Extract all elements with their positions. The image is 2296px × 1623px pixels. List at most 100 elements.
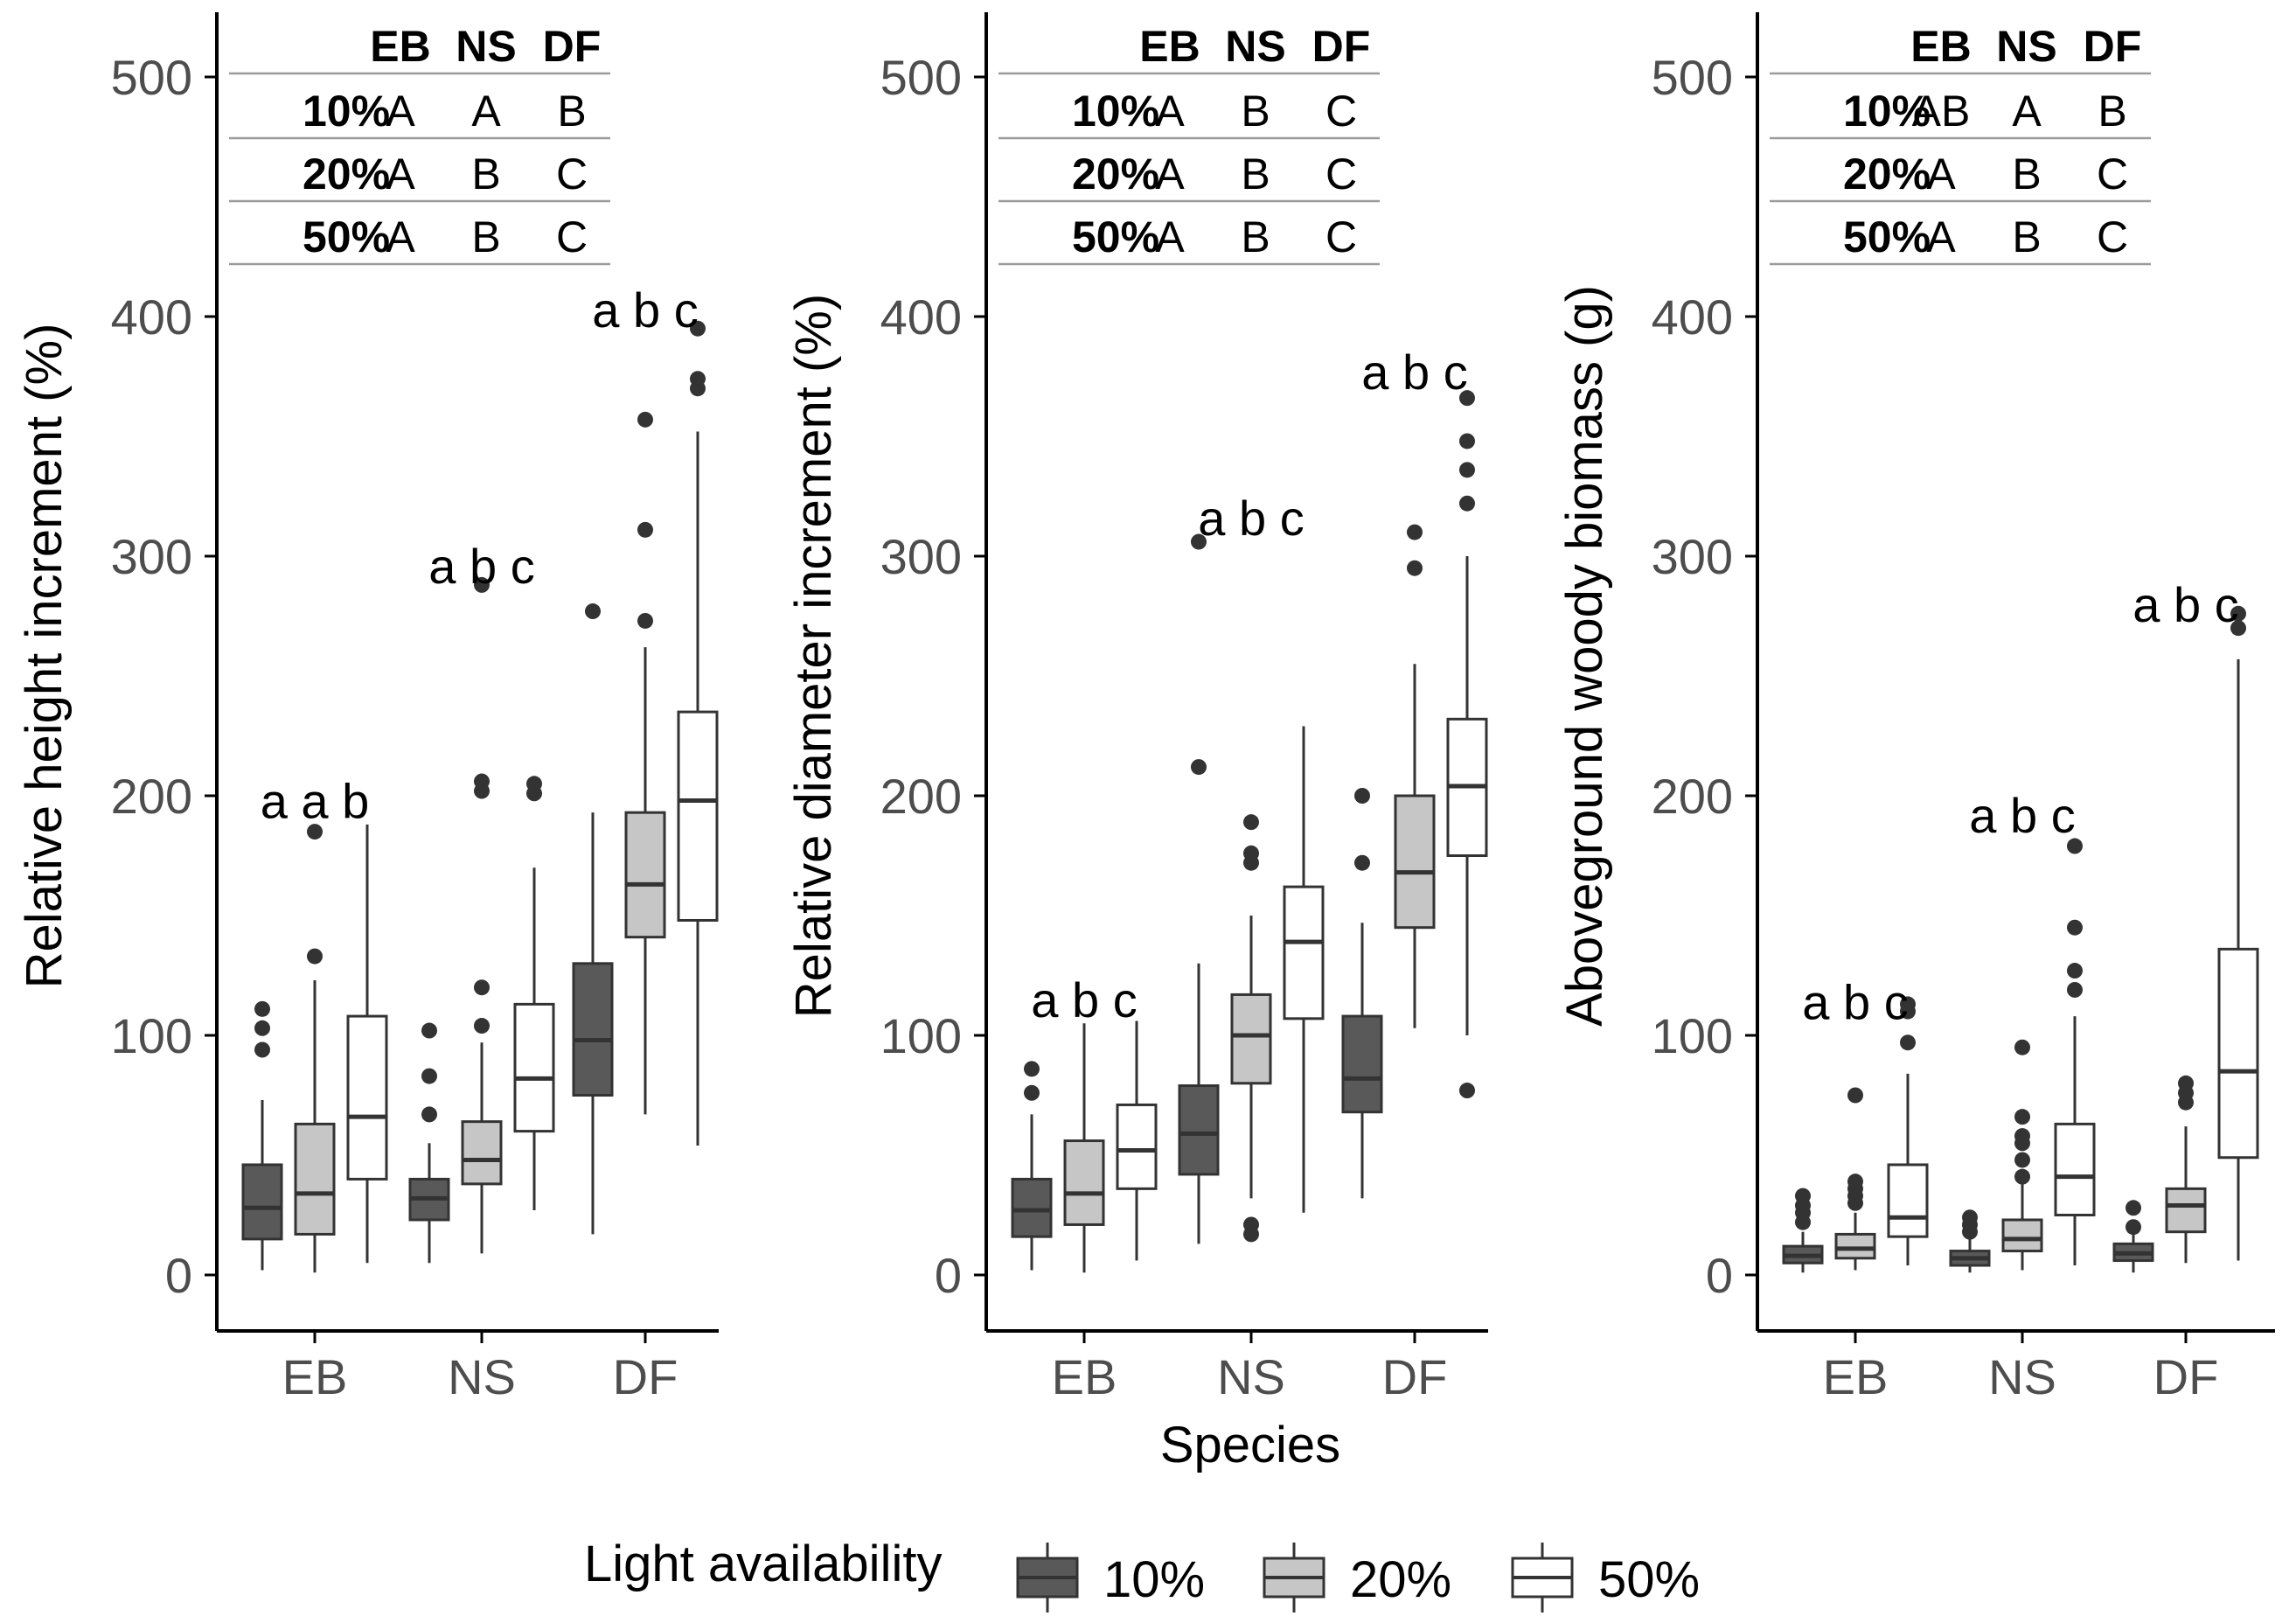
table-row-label: 50% [1072, 212, 1159, 261]
table-cell: B [1241, 87, 1270, 136]
outlier-point [526, 776, 542, 792]
table-row-label: 10% [1843, 87, 1931, 136]
outlier-point [474, 1018, 490, 1034]
box-50% [1887, 996, 1929, 1266]
table-cell: C [556, 150, 588, 199]
table-cell: C [1325, 87, 1357, 136]
box-group-NS: a b c [1178, 491, 1325, 1244]
outlier-point [254, 1020, 270, 1036]
y-tick-label: 400 [880, 289, 962, 345]
outlier-point [1191, 533, 1207, 550]
table-cell: A [471, 87, 501, 136]
outlier-point [2067, 963, 2083, 979]
y-tick-label: 400 [111, 289, 192, 345]
box-group-EB: a a b [241, 773, 388, 1273]
table-header: DF [2084, 22, 2142, 71]
box-group-NS: a b c [408, 539, 555, 1264]
table-header: EB [1910, 22, 1971, 71]
outlier-point [690, 371, 706, 387]
outlier-point [1459, 390, 1475, 407]
table-cell: A [1155, 150, 1185, 199]
y-tick-label: 100 [111, 1008, 192, 1063]
outlier-point [307, 948, 323, 965]
table-cell: A [1926, 150, 1956, 199]
group-letters: a b c [1198, 491, 1304, 546]
box-body [677, 710, 719, 922]
box-50% [1446, 390, 1488, 1099]
table-header: NS [456, 22, 516, 71]
box-50% [1283, 726, 1325, 1213]
outlier-point [2230, 605, 2246, 622]
box-body [1394, 794, 1436, 930]
x-tick-label: DF [613, 1349, 678, 1404]
box-body [2217, 947, 2259, 1160]
outlier-point [1354, 788, 1370, 804]
y-tick-label: 300 [1652, 529, 1733, 584]
box-body [624, 811, 666, 939]
table-cell: B [557, 87, 586, 136]
outlier-point [585, 603, 601, 620]
table-row-label: 50% [1843, 212, 1931, 261]
outlier-point [2067, 981, 2083, 998]
y-tick-label: 500 [111, 50, 192, 105]
outlier-point [2126, 1219, 2141, 1236]
box-body [2054, 1122, 2096, 1217]
outlier-point [254, 1000, 270, 1017]
table-cell: A [1155, 87, 1185, 136]
y-tick-label: 100 [880, 1008, 962, 1063]
table-cell: B [2012, 150, 2041, 199]
box-group-EB: a b c [1782, 975, 1929, 1273]
outlier-point [421, 1106, 437, 1123]
outlier-point [1024, 1084, 1040, 1101]
outlier-point [1459, 462, 1475, 478]
table-cell: A [1155, 212, 1185, 261]
box-10% [241, 1000, 283, 1271]
y-tick-label: 200 [111, 769, 192, 824]
outlier-point [1243, 1216, 1259, 1233]
table-cell: A [386, 212, 415, 261]
table-header: EB [370, 22, 430, 71]
y-tick-label: 0 [935, 1248, 962, 1303]
table-cell: C [556, 212, 588, 261]
box-20% [1230, 814, 1272, 1243]
box-body [1178, 1084, 1220, 1176]
panel-diameter: 0 100 200 300 400 500 Relative diameter increm… [785, 12, 1488, 1404]
box-group-DF: a b c [2112, 577, 2259, 1273]
box-10% [1949, 1209, 1991, 1273]
x-tick-label: EB [1823, 1349, 1889, 1404]
table-cell: B [471, 212, 500, 261]
x-tick-label: NS [1988, 1349, 2056, 1404]
box-20% [2001, 1039, 2043, 1271]
y-tick-label: 0 [165, 1248, 192, 1303]
x-tick-label: EB [282, 1349, 348, 1404]
group-letters: a a b [261, 773, 370, 828]
table-row-label: 10% [303, 87, 390, 136]
y-tick-label: 300 [111, 529, 192, 584]
outlier-point [2014, 1152, 2030, 1168]
y-tick-label: 0 [1706, 1248, 1733, 1303]
group-letters: a b c [2132, 577, 2238, 632]
table-header: DF [1312, 22, 1371, 71]
outlier-point [1900, 1034, 1916, 1051]
legend-key-50% [1511, 1543, 1574, 1613]
table-cell: B [471, 150, 500, 199]
box-body [1341, 1014, 1383, 1114]
outlier-point [2067, 919, 2083, 936]
y-tick-label: 500 [1652, 50, 1733, 105]
box-group-NS: a b c [1949, 788, 2096, 1273]
x-tick-label: NS [448, 1349, 516, 1404]
outlier-point [637, 411, 653, 428]
table-header: EB [1139, 22, 1200, 71]
panel-biomass: 0 100 200 300 400 500 Aboveground woody biomas… [1556, 12, 2275, 1404]
box-10% [1341, 788, 1383, 1199]
x-tick-label: DF [2153, 1349, 2219, 1404]
box-50% [346, 824, 388, 1264]
group-letters: a b c [1969, 788, 2075, 843]
group-letters: a b c [1361, 345, 1467, 400]
box-10% [1178, 533, 1220, 1244]
outlier-point [474, 576, 490, 593]
box-group-DF: a b c [572, 282, 719, 1235]
outlier-point [637, 521, 653, 538]
table-row-label: 20% [1072, 150, 1159, 199]
box-20% [1394, 524, 1436, 1028]
